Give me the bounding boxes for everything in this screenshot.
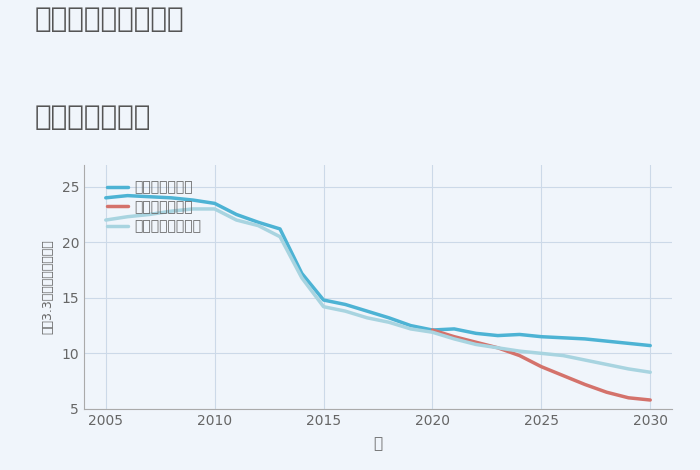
- グッドシナリオ: [472, 330, 480, 336]
- ノーマルシナリオ: [211, 206, 219, 212]
- ノーマルシナリオ: [646, 369, 654, 375]
- グッドシナリオ: [211, 201, 219, 206]
- グッドシナリオ: [167, 195, 175, 201]
- ノーマルシナリオ: [407, 326, 415, 332]
- バッドシナリオ: [603, 390, 611, 395]
- グッドシナリオ: [603, 338, 611, 344]
- グッドシナリオ: [428, 327, 437, 333]
- グッドシナリオ: [385, 315, 393, 321]
- グッドシナリオ: [515, 332, 524, 337]
- グッドシナリオ: [102, 195, 110, 201]
- グッドシナリオ: [581, 336, 589, 342]
- グッドシナリオ: [341, 302, 349, 307]
- グッドシナリオ: [646, 343, 654, 348]
- グッドシナリオ: [276, 226, 284, 232]
- グッドシナリオ: [123, 193, 132, 198]
- Text: 土地の価格推移: 土地の価格推移: [35, 103, 151, 132]
- ノーマルシナリオ: [581, 357, 589, 363]
- ノーマルシナリオ: [537, 351, 545, 356]
- ノーマルシナリオ: [298, 275, 306, 281]
- バッドシナリオ: [515, 353, 524, 359]
- グッドシナリオ: [559, 335, 567, 341]
- ノーマルシナリオ: [102, 217, 110, 223]
- バッドシナリオ: [624, 395, 633, 400]
- バッドシナリオ: [646, 397, 654, 403]
- ノーマルシナリオ: [385, 320, 393, 325]
- ノーマルシナリオ: [624, 366, 633, 372]
- バッドシナリオ: [559, 373, 567, 378]
- グッドシナリオ: [363, 308, 371, 314]
- バッドシナリオ: [450, 334, 459, 339]
- X-axis label: 年: 年: [373, 436, 383, 451]
- ノーマルシナリオ: [145, 212, 153, 217]
- グッドシナリオ: [494, 333, 502, 338]
- ノーマルシナリオ: [232, 217, 241, 223]
- ノーマルシナリオ: [603, 361, 611, 367]
- グッドシナリオ: [145, 194, 153, 200]
- グッドシナリオ: [450, 326, 459, 332]
- バッドシナリオ: [537, 364, 545, 369]
- ノーマルシナリオ: [276, 234, 284, 240]
- ノーマルシナリオ: [559, 353, 567, 359]
- ノーマルシナリオ: [450, 336, 459, 342]
- ノーマルシナリオ: [428, 329, 437, 335]
- グッドシナリオ: [319, 297, 328, 303]
- ノーマルシナリオ: [123, 214, 132, 219]
- バッドシナリオ: [494, 345, 502, 351]
- Legend: グッドシナリオ, バッドシナリオ, ノーマルシナリオ: グッドシナリオ, バッドシナリオ, ノーマルシナリオ: [103, 176, 206, 238]
- グッドシナリオ: [254, 219, 262, 225]
- ノーマルシナリオ: [494, 345, 502, 351]
- ノーマルシナリオ: [515, 348, 524, 354]
- グッドシナリオ: [407, 323, 415, 329]
- ノーマルシナリオ: [167, 208, 175, 214]
- Text: 三重県伊賀市白樫の: 三重県伊賀市白樫の: [35, 5, 185, 33]
- Line: バッドシナリオ: バッドシナリオ: [433, 330, 650, 400]
- バッドシナリオ: [472, 339, 480, 345]
- バッドシナリオ: [581, 382, 589, 387]
- ノーマルシナリオ: [472, 342, 480, 347]
- バッドシナリオ: [428, 327, 437, 333]
- Line: ノーマルシナリオ: ノーマルシナリオ: [106, 209, 650, 372]
- ノーマルシナリオ: [254, 223, 262, 228]
- ノーマルシナリオ: [319, 304, 328, 310]
- Y-axis label: 坪（3.3㎡）単価（万円）: 坪（3.3㎡）単価（万円）: [41, 239, 55, 334]
- ノーマルシナリオ: [341, 308, 349, 314]
- グッドシナリオ: [189, 197, 197, 203]
- ノーマルシナリオ: [189, 206, 197, 212]
- Line: グッドシナリオ: グッドシナリオ: [106, 196, 650, 345]
- グッドシナリオ: [537, 334, 545, 339]
- グッドシナリオ: [232, 212, 241, 217]
- グッドシナリオ: [624, 341, 633, 346]
- グッドシナリオ: [298, 271, 306, 276]
- ノーマルシナリオ: [363, 315, 371, 321]
